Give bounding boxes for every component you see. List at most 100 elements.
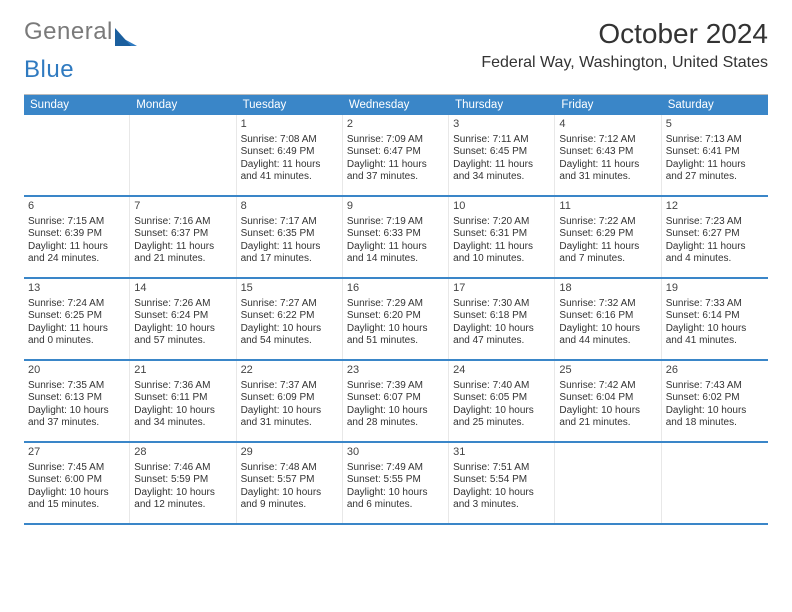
daylight-text: Daylight: 11 hours and 41 minutes. bbox=[241, 159, 338, 184]
sunrise-text: Sunrise: 7:46 AM bbox=[134, 462, 231, 475]
day-number: 11 bbox=[559, 200, 656, 214]
daylight-text: Daylight: 11 hours and 34 minutes. bbox=[453, 159, 550, 184]
daylight-text: Daylight: 10 hours and 15 minutes. bbox=[28, 487, 125, 512]
sunrise-text: Sunrise: 7:48 AM bbox=[241, 462, 338, 475]
daylight-text: Daylight: 11 hours and 24 minutes. bbox=[28, 241, 125, 266]
day-cell: 10Sunrise: 7:20 AMSunset: 6:31 PMDayligh… bbox=[449, 197, 555, 277]
daylight-text: Daylight: 11 hours and 14 minutes. bbox=[347, 241, 444, 266]
sunrise-text: Sunrise: 7:22 AM bbox=[559, 216, 656, 229]
day-cell: 5Sunrise: 7:13 AMSunset: 6:41 PMDaylight… bbox=[662, 115, 768, 195]
sunrise-text: Sunrise: 7:12 AM bbox=[559, 134, 656, 147]
day-cell: 28Sunrise: 7:46 AMSunset: 5:59 PMDayligh… bbox=[130, 443, 236, 523]
calendar-page: General October 2024 Federal Way, Washin… bbox=[0, 0, 792, 525]
day-number: 3 bbox=[453, 118, 550, 132]
week-row: 13Sunrise: 7:24 AMSunset: 6:25 PMDayligh… bbox=[24, 279, 768, 361]
sunrise-text: Sunrise: 7:15 AM bbox=[28, 216, 125, 229]
day-number: 31 bbox=[453, 446, 550, 460]
day-number: 15 bbox=[241, 282, 338, 296]
brand-logo: General bbox=[24, 18, 137, 46]
day-number: 4 bbox=[559, 118, 656, 132]
sunrise-text: Sunrise: 7:11 AM bbox=[453, 134, 550, 147]
daylight-text: Daylight: 10 hours and 9 minutes. bbox=[241, 487, 338, 512]
sunrise-text: Sunrise: 7:27 AM bbox=[241, 298, 338, 311]
sunrise-text: Sunrise: 7:43 AM bbox=[666, 380, 764, 393]
day-cell: 21Sunrise: 7:36 AMSunset: 6:11 PMDayligh… bbox=[130, 361, 236, 441]
sunset-text: Sunset: 6:07 PM bbox=[347, 392, 444, 405]
day-header: Monday bbox=[130, 95, 236, 115]
sunset-text: Sunset: 6:22 PM bbox=[241, 310, 338, 323]
sunset-text: Sunset: 6:13 PM bbox=[28, 392, 125, 405]
day-number: 26 bbox=[666, 364, 764, 378]
brand-part1: General bbox=[24, 18, 113, 46]
day-cell: 3Sunrise: 7:11 AMSunset: 6:45 PMDaylight… bbox=[449, 115, 555, 195]
day-header: Tuesday bbox=[237, 95, 343, 115]
day-cell: 20Sunrise: 7:35 AMSunset: 6:13 PMDayligh… bbox=[24, 361, 130, 441]
week-row: 27Sunrise: 7:45 AMSunset: 6:00 PMDayligh… bbox=[24, 443, 768, 525]
day-cell: 8Sunrise: 7:17 AMSunset: 6:35 PMDaylight… bbox=[237, 197, 343, 277]
day-cell: 14Sunrise: 7:26 AMSunset: 6:24 PMDayligh… bbox=[130, 279, 236, 359]
daylight-text: Daylight: 11 hours and 4 minutes. bbox=[666, 241, 764, 266]
day-cell: 9 Sunrise: 7:19 AMSunset: 6:33 PMDaylight… bbox=[343, 197, 449, 277]
day-cell: 24Sunrise: 7:40 AMSunset: 6:05 PMDayligh… bbox=[449, 361, 555, 441]
sunrise-text: Sunrise: 7:45 AM bbox=[28, 462, 125, 475]
sunrise-text: Sunrise: 7:19 AM bbox=[347, 216, 444, 229]
sunset-text: Sunset: 6:00 PM bbox=[28, 474, 125, 487]
day-number: 19 bbox=[666, 282, 764, 296]
day-number: 13 bbox=[28, 282, 125, 296]
day-number: 30 bbox=[347, 446, 444, 460]
day-cell: 12Sunrise: 7:23 AMSunset: 6:27 PMDayligh… bbox=[662, 197, 768, 277]
sunset-text: Sunset: 6:04 PM bbox=[559, 392, 656, 405]
day-cell: 6Sunrise: 7:15 AMSunset: 6:39 PMDaylight… bbox=[24, 197, 130, 277]
day-header: Thursday bbox=[449, 95, 555, 115]
sunrise-text: Sunrise: 7:13 AM bbox=[666, 134, 764, 147]
day-number: 16 bbox=[347, 282, 444, 296]
day-number: 28 bbox=[134, 446, 231, 460]
daylight-text: Daylight: 11 hours and 27 minutes. bbox=[666, 159, 764, 184]
sunset-text: Sunset: 6:20 PM bbox=[347, 310, 444, 323]
day-number: 22 bbox=[241, 364, 338, 378]
day-number: 29 bbox=[241, 446, 338, 460]
sunset-text: Sunset: 6:35 PM bbox=[241, 228, 338, 241]
day-cell: 19Sunrise: 7:33 AMSunset: 6:14 PMDayligh… bbox=[662, 279, 768, 359]
sunset-text: Sunset: 6:43 PM bbox=[559, 146, 656, 159]
sunset-text: Sunset: 6:02 PM bbox=[666, 392, 764, 405]
sunset-text: Sunset: 6:16 PM bbox=[559, 310, 656, 323]
day-number: 25 bbox=[559, 364, 656, 378]
sunset-text: Sunset: 6:33 PM bbox=[347, 228, 444, 241]
day-header: Friday bbox=[555, 95, 661, 115]
weeks-container: 1Sunrise: 7:08 AMSunset: 6:49 PMDaylight… bbox=[24, 115, 768, 525]
week-row: 6Sunrise: 7:15 AMSunset: 6:39 PMDaylight… bbox=[24, 197, 768, 279]
day-number: 17 bbox=[453, 282, 550, 296]
sunset-text: Sunset: 5:59 PM bbox=[134, 474, 231, 487]
daylight-text: Daylight: 10 hours and 44 minutes. bbox=[559, 323, 656, 348]
day-cell bbox=[662, 443, 768, 523]
daylight-text: Daylight: 10 hours and 28 minutes. bbox=[347, 405, 444, 430]
day-number: 9 bbox=[347, 200, 444, 214]
sunrise-text: Sunrise: 7:39 AM bbox=[347, 380, 444, 393]
sunrise-text: Sunrise: 7:33 AM bbox=[666, 298, 764, 311]
daylight-text: Daylight: 11 hours and 37 minutes. bbox=[347, 159, 444, 184]
sunrise-text: Sunrise: 7:09 AM bbox=[347, 134, 444, 147]
sunrise-text: Sunrise: 7:20 AM bbox=[453, 216, 550, 229]
daylight-text: Daylight: 10 hours and 25 minutes. bbox=[453, 405, 550, 430]
sunset-text: Sunset: 5:55 PM bbox=[347, 474, 444, 487]
sunrise-text: Sunrise: 7:08 AM bbox=[241, 134, 338, 147]
sunrise-text: Sunrise: 7:26 AM bbox=[134, 298, 231, 311]
sunset-text: Sunset: 6:29 PM bbox=[559, 228, 656, 241]
day-number: 21 bbox=[134, 364, 231, 378]
day-cell: 31Sunrise: 7:51 AMSunset: 5:54 PMDayligh… bbox=[449, 443, 555, 523]
daylight-text: Daylight: 10 hours and 6 minutes. bbox=[347, 487, 444, 512]
sunrise-text: Sunrise: 7:29 AM bbox=[347, 298, 444, 311]
daylight-text: Daylight: 11 hours and 7 minutes. bbox=[559, 241, 656, 266]
location-text: Federal Way, Washington, United States bbox=[481, 54, 768, 72]
day-cell: 29Sunrise: 7:48 AMSunset: 5:57 PMDayligh… bbox=[237, 443, 343, 523]
day-cell: 27Sunrise: 7:45 AMSunset: 6:00 PMDayligh… bbox=[24, 443, 130, 523]
sunset-text: Sunset: 6:37 PM bbox=[134, 228, 231, 241]
sunset-text: Sunset: 6:09 PM bbox=[241, 392, 338, 405]
sunrise-text: Sunrise: 7:40 AM bbox=[453, 380, 550, 393]
logo-triangle-icon bbox=[115, 25, 137, 43]
daylight-text: Daylight: 10 hours and 21 minutes. bbox=[559, 405, 656, 430]
daylight-text: Daylight: 11 hours and 31 minutes. bbox=[559, 159, 656, 184]
daylight-text: Daylight: 10 hours and 57 minutes. bbox=[134, 323, 231, 348]
day-cell: 30Sunrise: 7:49 AMSunset: 5:55 PMDayligh… bbox=[343, 443, 449, 523]
